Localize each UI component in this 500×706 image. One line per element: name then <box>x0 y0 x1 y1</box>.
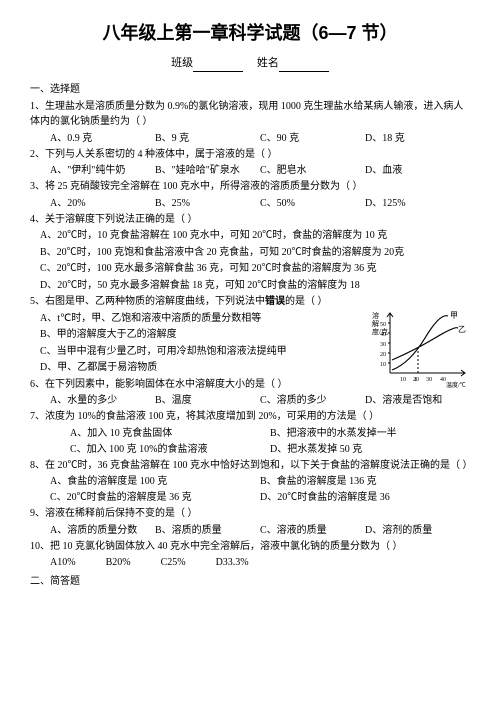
q7-options-2: C、加入 100 克 10%的食盐溶液 D、把水蒸发掉 50 克 <box>70 442 470 457</box>
q5-error-word: 错误 <box>265 296 285 307</box>
q9-opt-a: A、溶质的质量分数 <box>50 523 155 538</box>
q3-options: A、20% B、25% C、50% D、125% <box>50 196 470 211</box>
q8-options-1: A、食盐的溶解度是 100 克 B、食盐的溶解度是 136 克 <box>50 474 470 489</box>
q6-options: A、水量的多少 B、温度 C、溶质的多少 D、溶液是否饱和 <box>50 393 470 408</box>
q3-opt-a: A、20% <box>50 196 155 211</box>
q8-opt-c: C、20℃时食盐的溶解度是 36 克 <box>50 490 260 505</box>
q7-opt-d: D、把水蒸发掉 50 克 <box>270 442 470 457</box>
series-yi-label: 乙 <box>458 325 466 334</box>
q5-text-2: 的是（ ） <box>285 296 328 307</box>
ytick-20: 20 <box>380 352 386 358</box>
q7-stem: 7、浓度为 10%的食盐溶液 100 克，将其浓度增加到 20%，可采用的方法是… <box>30 409 470 425</box>
q3-opt-d: D、125% <box>365 196 470 211</box>
q6-opt-d: D、溶液是否饱和 <box>365 393 470 408</box>
q1-options: A、0.9 克 B、9 克 C、90 克 D、18 克 <box>50 131 470 146</box>
q6-opt-b: B、温度 <box>155 393 260 408</box>
name-label: 姓名 <box>257 57 279 69</box>
q2-opt-c: C、肥皂水 <box>260 163 365 178</box>
q9-opt-b: B、溶质的质量 <box>155 523 260 538</box>
q4-opt-c: C、20℃时，100 克水最多溶解食盐 36 克，可知 20℃时食盐的溶解度为 … <box>40 261 470 277</box>
q1-stem: 1、生理盐水是溶质质量分数为 0.9%的氯化钠溶液，现用 1000 克生理盐水给… <box>30 99 470 130</box>
curve-jia <box>392 316 448 370</box>
q8-stem: 8、在 20℃时，36 克食盐溶解在 100 克水中恰好达到饱和，以下关于食盐的… <box>30 458 470 474</box>
q8-opt-b: B、食盐的溶解度是 136 克 <box>260 474 470 489</box>
q7-opt-b: B、把溶液中的水蒸发掉一半 <box>270 426 470 441</box>
q1-opt-b: B、9 克 <box>155 131 260 146</box>
q8-options-2: C、20℃时食盐的溶解度是 36 克 D、20℃时食盐的溶解度是 36 <box>50 490 470 505</box>
q4-stem: 4、关于溶解度下列说法正确的是（ ） <box>30 212 470 228</box>
q4-opt-a: A、20℃时，10 克食盐溶解在 100 克水中，可知 20℃时，食盐的溶解度为… <box>40 228 470 244</box>
ytick-30: 30 <box>380 342 386 348</box>
q9-options: A、溶质的质量分数 B、溶质的质量 C、溶液的质量 D、溶剂的质量 <box>50 523 470 538</box>
q10-opt-d: D33.3% <box>216 555 249 570</box>
chart-ylabel-2: 解 <box>372 319 379 328</box>
q9-opt-c: C、溶液的质量 <box>260 523 365 538</box>
q10-opt-b: B20% <box>106 555 131 570</box>
name-blank <box>279 71 329 72</box>
curve-yi <box>392 328 458 360</box>
q10-opt-a: A10% <box>50 555 76 570</box>
q7-opt-a: A、加入 10 克食盐固体 <box>70 426 270 441</box>
class-label: 班级 <box>171 57 193 69</box>
xaxis-label: 温度/℃ <box>446 381 466 388</box>
q2-opt-a: A、"伊利"纯牛奶 <box>50 163 155 178</box>
q10-opt-c: C25% <box>161 555 186 570</box>
ytick-10: 10 <box>380 362 386 368</box>
q1-opt-d: D、18 克 <box>365 131 470 146</box>
page-title: 八年级上第一章科学试题（6—7 节） <box>30 20 470 47</box>
q8-opt-a: A、食盐的溶解度是 100 克 <box>50 474 260 489</box>
q2-options: A、"伊利"纯牛奶 B、"娃哈哈"矿泉水 C、肥皂水 D、血液 <box>50 163 470 178</box>
section-1-head: 一、选择题 <box>30 82 470 97</box>
q7-options-1: A、加入 10 克食盐固体 B、把溶液中的水蒸发掉一半 <box>70 426 470 441</box>
q10-options: A10% B20% C25% D33.3% <box>50 555 470 570</box>
q10-stem: 10、把 10 克氯化钠固体放入 40 克水中完全溶解后，溶液中氯化钠的质量分数… <box>30 539 470 555</box>
q1-opt-c: C、90 克 <box>260 131 365 146</box>
xtick-10: 10 <box>400 377 406 383</box>
subtitle-row: 班级 姓名 <box>30 55 470 72</box>
q6-opt-a: A、水量的多少 <box>50 393 155 408</box>
chart-ylabel-1: 溶 <box>372 311 379 320</box>
xtick-30: 30 <box>426 377 432 383</box>
ytick-50: 50 <box>380 322 386 328</box>
q2-opt-d: D、血液 <box>365 163 470 178</box>
q9-stem: 9、溶液在稀释前后保持不变的是（ ） <box>30 506 470 522</box>
q4-opt-b: B、20℃时，100 克饱和食盐溶液中含 20 克食盐，可知 20℃时食盐的溶解… <box>40 245 470 261</box>
solubility-chart: 溶 解 度/克 10 20 30 40 50 10 20 30 40 温度/℃ … <box>370 308 470 388</box>
series-jia-label: 甲 <box>450 311 458 320</box>
class-blank <box>193 71 243 72</box>
q6-opt-c: C、溶质的多少 <box>260 393 365 408</box>
q3-stem: 3、将 25 克硝酸铵完全溶解在 100 克水中，所得溶液的溶质质量分数为（ ） <box>30 179 470 195</box>
q5-text-1: 5、右图是甲、乙两种物质的溶解度曲线，下列说法中 <box>30 296 265 307</box>
q8-opt-d: D、20℃时食盐的溶解度是 36 <box>260 490 470 505</box>
q4-opt-d: D、20℃时，50 克水最多溶解食盐 18 克，可知 20℃时食盐的溶解度为 1… <box>40 278 470 294</box>
chart-svg: 溶 解 度/克 10 20 30 40 50 10 20 30 40 温度/℃ … <box>370 308 470 388</box>
q1-opt-a: A、0.9 克 <box>50 131 155 146</box>
q2-stem: 2、下列与人关系密切的 4 种液体中，属于溶液的是（ ） <box>30 147 470 163</box>
q9-opt-d: D、溶剂的质量 <box>365 523 470 538</box>
ytick-40: 40 <box>380 332 386 338</box>
q3-opt-c: C、50% <box>260 196 365 211</box>
section-2-head: 二、简答题 <box>30 574 470 589</box>
q3-opt-b: B、25% <box>155 196 260 211</box>
q2-opt-b: B、"娃哈哈"矿泉水 <box>155 163 260 178</box>
q7-opt-c: C、加入 100 克 10%的食盐溶液 <box>70 442 270 457</box>
